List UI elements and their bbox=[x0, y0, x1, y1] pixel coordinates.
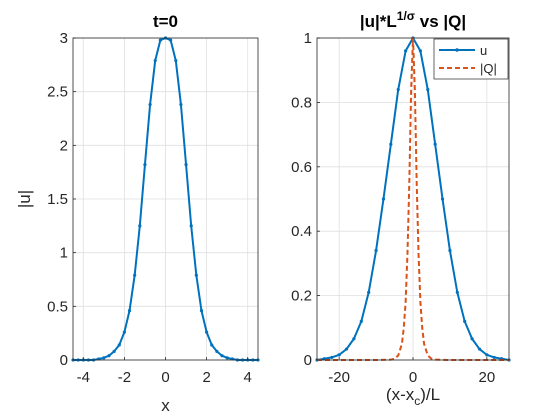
data-point bbox=[337, 353, 341, 357]
data-point bbox=[143, 163, 147, 167]
x-tick-label: -4 bbox=[77, 369, 90, 386]
data-point bbox=[440, 197, 445, 201]
data-point bbox=[367, 290, 371, 294]
y-tick-label: 0.4 bbox=[291, 223, 312, 240]
y-tick-label: 0.6 bbox=[291, 159, 312, 176]
y-tick-label: 1 bbox=[60, 245, 68, 262]
left-y-axis-label: |u| bbox=[15, 190, 34, 208]
right-ticks: -20 0 20 0 0.2 0.4 0.6 0.8 1 bbox=[291, 30, 495, 386]
x-tick-label: 0 bbox=[409, 369, 417, 386]
legend-u-label: u bbox=[480, 43, 487, 58]
right-x-axis-label: (x-xc)/L bbox=[386, 385, 440, 408]
data-point bbox=[169, 38, 173, 42]
legend-u-marker bbox=[455, 48, 459, 52]
left-grid bbox=[73, 37, 258, 361]
data-point bbox=[455, 290, 459, 294]
right-xlabel-main: (x-x bbox=[386, 385, 415, 404]
data-point bbox=[107, 354, 111, 358]
data-point bbox=[215, 349, 219, 354]
left-ticks: -4 -2 0 2 4 0 0.5 1 1.5 2 2.5 3 bbox=[47, 30, 252, 386]
data-point bbox=[138, 224, 142, 228]
data-point bbox=[404, 49, 408, 53]
data-point bbox=[220, 354, 224, 358]
data-point bbox=[184, 163, 188, 167]
data-point bbox=[381, 197, 386, 201]
legend-box bbox=[433, 38, 509, 80]
data-point bbox=[352, 337, 356, 341]
data-point bbox=[344, 347, 349, 351]
data-point bbox=[418, 49, 422, 53]
data-point bbox=[210, 343, 214, 347]
data-point bbox=[433, 142, 437, 146]
x-tick-label: -2 bbox=[118, 369, 131, 386]
data-point bbox=[148, 102, 152, 107]
y-tick-label: 0 bbox=[304, 352, 312, 369]
right-xlabel-subscript: c bbox=[414, 394, 420, 408]
data-point bbox=[485, 353, 489, 357]
y-tick-label: 0.2 bbox=[291, 288, 312, 305]
data-point bbox=[194, 273, 198, 277]
left-title: t=0 bbox=[153, 12, 178, 31]
data-point bbox=[374, 248, 378, 253]
y-tick-label: 0 bbox=[60, 352, 68, 369]
data-point bbox=[359, 319, 363, 323]
data-point bbox=[396, 87, 400, 92]
y-tick-label: 1 bbox=[304, 30, 312, 47]
x-tick-label: -20 bbox=[328, 369, 350, 386]
data-point bbox=[127, 309, 132, 313]
data-point bbox=[448, 248, 452, 253]
right-title-main: |u|*L bbox=[360, 12, 397, 31]
data-point bbox=[463, 319, 467, 323]
data-point bbox=[205, 330, 209, 334]
data-point bbox=[470, 337, 474, 341]
right-title: |u|*L1/σ vs |Q| bbox=[360, 9, 466, 31]
right-xlabel-tail: )/L bbox=[420, 385, 440, 404]
y-tick-label: 0.8 bbox=[291, 94, 312, 111]
data-point bbox=[174, 58, 178, 63]
data-point bbox=[102, 356, 106, 360]
data-point bbox=[389, 142, 393, 146]
plot-left: -4 -2 0 2 4 0 0.5 1 1.5 2 2.5 3 t=0 x |u| bbox=[15, 12, 260, 415]
data-point bbox=[477, 347, 482, 351]
data-point bbox=[117, 343, 121, 347]
data-point bbox=[492, 355, 496, 360]
x-tick-label: 2 bbox=[202, 369, 210, 386]
left-x-axis-label: x bbox=[161, 396, 170, 415]
y-tick-label: 2.5 bbox=[47, 84, 68, 101]
data-point bbox=[189, 224, 193, 228]
data-point bbox=[225, 356, 229, 360]
x-tick-label: 0 bbox=[161, 369, 169, 386]
y-tick-label: 1.5 bbox=[47, 191, 68, 208]
data-point bbox=[158, 38, 162, 42]
x-tick-label: 20 bbox=[479, 369, 496, 386]
y-tick-label: 0.5 bbox=[47, 298, 68, 315]
data-point bbox=[426, 87, 430, 92]
right-title-tail: vs |Q| bbox=[415, 12, 466, 31]
data-point bbox=[112, 349, 116, 354]
data-point bbox=[133, 273, 137, 277]
legend: u |Q| bbox=[433, 38, 509, 80]
right-title-superscript: 1/σ bbox=[397, 9, 415, 23]
data-point bbox=[199, 309, 204, 313]
legend-q-label: |Q| bbox=[480, 61, 497, 76]
plot-right: -20 0 20 0 0.2 0.4 0.6 0.8 1 |u|*L1/σ vs |Q| (x-… bbox=[291, 9, 511, 408]
y-tick-label: 2 bbox=[60, 137, 68, 154]
data-point bbox=[330, 355, 334, 360]
data-point bbox=[153, 58, 157, 63]
y-tick-label: 3 bbox=[60, 30, 68, 47]
data-point bbox=[122, 330, 126, 334]
x-tick-label: 4 bbox=[244, 369, 252, 386]
data-point bbox=[179, 102, 183, 107]
